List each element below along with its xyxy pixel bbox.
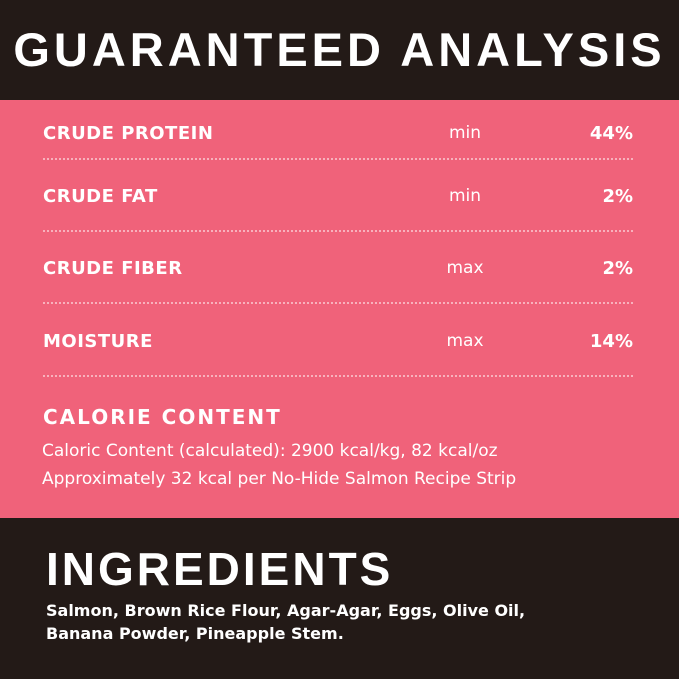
ingredients-line: Banana Powder, Pineapple Stem. xyxy=(46,624,344,643)
divider xyxy=(43,302,633,304)
nutrient-qualifier: min xyxy=(448,186,482,206)
analysis-row-fat: CRUDE FAT min 2% xyxy=(43,186,633,207)
calorie-line: Caloric Content (calculated): 2900 kcal/… xyxy=(42,441,498,461)
nutrient-label: MOISTURE xyxy=(43,331,153,352)
nutrient-label: CRUDE FAT xyxy=(43,186,158,207)
nutrient-label: CRUDE PROTEIN xyxy=(43,123,214,144)
nutrient-value: 2% xyxy=(602,258,633,279)
nutrient-value: 44% xyxy=(589,123,633,144)
divider xyxy=(43,375,633,377)
nutrient-label: CRUDE FIBER xyxy=(43,258,183,279)
nutrient-qualifier: min xyxy=(448,123,482,143)
calorie-heading: CALORIE CONTENT xyxy=(43,405,282,429)
ingredients-line: Salmon, Brown Rice Flour, Agar-Agar, Egg… xyxy=(46,601,526,620)
analysis-row-moisture: MOISTURE max 14% xyxy=(43,331,633,352)
nutrient-value: 14% xyxy=(589,331,633,352)
nutrient-value: 2% xyxy=(602,186,633,207)
analysis-row-protein: CRUDE PROTEIN min 44% xyxy=(43,123,633,144)
divider xyxy=(43,158,633,160)
nutrient-qualifier: max xyxy=(446,331,484,351)
ingredients-heading: INGREDIENTS xyxy=(46,543,394,595)
divider xyxy=(43,230,633,232)
page-title: GUARANTEED ANALYSIS xyxy=(13,23,666,76)
analysis-panel xyxy=(0,100,679,518)
calorie-line: Approximately 32 kcal per No-Hide Salmon… xyxy=(42,469,517,489)
nutrient-qualifier: max xyxy=(446,258,484,278)
analysis-row-fiber: CRUDE FIBER max 2% xyxy=(43,258,633,279)
